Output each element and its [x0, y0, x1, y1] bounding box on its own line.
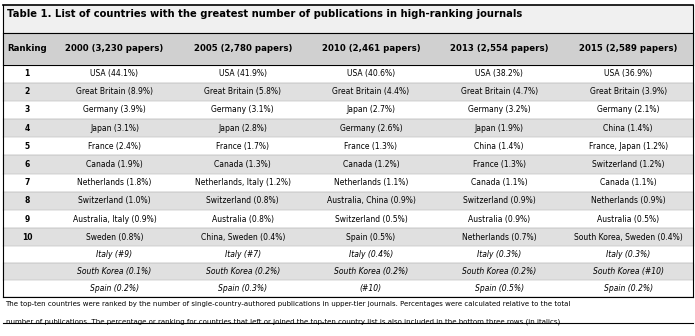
Text: USA (38.2%): USA (38.2%) [475, 69, 523, 78]
Text: The top-ten countries were ranked by the number of single-country-authored publi: The top-ten countries were ranked by the… [6, 301, 571, 307]
Text: Great Britain (8.9%): Great Britain (8.9%) [76, 87, 153, 96]
Text: Table 1. List of countries with the greatest number of publications in high-rank: Table 1. List of countries with the grea… [7, 9, 522, 19]
Text: Italy (#7): Italy (#7) [224, 250, 261, 259]
Text: 2013 (2,554 papers): 2013 (2,554 papers) [450, 44, 548, 53]
Text: Germany (3.9%): Germany (3.9%) [83, 106, 146, 115]
Bar [3, 174, 693, 192]
Text: Australia (0.9%): Australia (0.9%) [468, 215, 530, 223]
Text: Ranking: Ranking [7, 44, 47, 53]
Text: Netherlands, Italy (1.2%): Netherlands, Italy (1.2%) [195, 178, 291, 187]
Text: 2000 (3,230 papers): 2000 (3,230 papers) [65, 44, 163, 53]
Text: South Korea (0.2%): South Korea (0.2%) [206, 267, 280, 276]
Text: 1: 1 [24, 69, 30, 78]
Bar [3, 228, 693, 246]
Bar [3, 246, 693, 263]
Text: Canada (1.1%): Canada (1.1%) [600, 178, 656, 187]
Text: Italy (0.3%): Italy (0.3%) [477, 250, 521, 259]
Bar [3, 263, 693, 280]
Bar [3, 65, 693, 83]
Text: Great Britain (4.7%): Great Britain (4.7%) [461, 87, 538, 96]
Text: 2005 (2,780 papers): 2005 (2,780 papers) [193, 44, 292, 53]
Text: Spain (0.2%): Spain (0.2%) [90, 284, 139, 293]
Text: France, Japan (1.2%): France, Japan (1.2%) [589, 142, 668, 151]
Text: Sweden (0.8%): Sweden (0.8%) [85, 233, 143, 242]
Text: Australia (0.8%): Australia (0.8%) [212, 215, 274, 223]
Text: France (1.7%): France (1.7%) [216, 142, 269, 151]
Text: South Korea (#10): South Korea (#10) [593, 267, 664, 276]
Text: 2010 (2,461 papers): 2010 (2,461 papers) [322, 44, 420, 53]
Text: Canada (1.3%): Canada (1.3%) [214, 160, 271, 169]
Text: Italy (0.3%): Italy (0.3%) [606, 250, 651, 259]
Text: Canada (1.2%): Canada (1.2%) [343, 160, 399, 169]
Bar [3, 192, 693, 210]
Bar [3, 101, 693, 119]
Text: Germany (2.1%): Germany (2.1%) [597, 106, 660, 115]
Text: Germany (3.2%): Germany (3.2%) [468, 106, 530, 115]
Text: USA (41.9%): USA (41.9%) [219, 69, 267, 78]
Text: 9: 9 [24, 215, 30, 223]
Text: Netherlands (0.7%): Netherlands (0.7%) [462, 233, 537, 242]
Text: 7: 7 [24, 178, 30, 187]
Text: 2: 2 [24, 87, 30, 96]
Text: Spain (0.2%): Spain (0.2%) [603, 284, 653, 293]
Text: Great Britain (5.8%): Great Britain (5.8%) [204, 87, 281, 96]
Text: Switzerland (1.2%): Switzerland (1.2%) [592, 160, 664, 169]
Text: Australia, China (0.9%): Australia, China (0.9%) [327, 196, 416, 205]
Text: Switzerland (1.0%): Switzerland (1.0%) [78, 196, 151, 205]
Bar [3, 5, 693, 33]
Text: 3: 3 [24, 106, 30, 115]
Text: USA (44.1%): USA (44.1%) [90, 69, 138, 78]
Text: France (1.3%): France (1.3%) [473, 160, 525, 169]
Text: Japan (2.8%): Japan (2.8%) [218, 124, 267, 133]
Text: Australia, Italy (0.9%): Australia, Italy (0.9%) [72, 215, 156, 223]
Text: Germany (2.6%): Germany (2.6%) [340, 124, 402, 133]
Text: Germany (3.1%): Germany (3.1%) [211, 106, 274, 115]
Text: (#10): (#10) [360, 284, 382, 293]
Text: Great Britain (3.9%): Great Britain (3.9%) [589, 87, 667, 96]
Bar [3, 83, 693, 101]
Text: Spain (0.5%): Spain (0.5%) [346, 233, 395, 242]
Text: South Korea (0.1%): South Korea (0.1%) [77, 267, 152, 276]
Text: number of publications. The percentage or ranking for countries that left or joi: number of publications. The percentage o… [6, 319, 562, 325]
Text: Spain (0.3%): Spain (0.3%) [218, 284, 268, 293]
Text: Canada (1.9%): Canada (1.9%) [86, 160, 143, 169]
Text: Spain (0.5%): Spain (0.5%) [475, 284, 524, 293]
Text: Japan (3.1%): Japan (3.1%) [90, 124, 139, 133]
Text: 4: 4 [24, 124, 30, 133]
Text: Australia (0.5%): Australia (0.5%) [597, 215, 659, 223]
Text: Switzerland (0.9%): Switzerland (0.9%) [463, 196, 536, 205]
Text: South Korea (0.2%): South Korea (0.2%) [462, 267, 537, 276]
Text: China (1.4%): China (1.4%) [475, 142, 524, 151]
Bar [3, 280, 693, 297]
Text: Japan (1.9%): Japan (1.9%) [475, 124, 523, 133]
Text: South Korea, Sweden (0.4%): South Korea, Sweden (0.4%) [574, 233, 682, 242]
Text: Netherlands (1.1%): Netherlands (1.1%) [334, 178, 408, 187]
Text: USA (40.6%): USA (40.6%) [347, 69, 395, 78]
Text: Switzerland (0.5%): Switzerland (0.5%) [334, 215, 407, 223]
Text: China, Sweden (0.4%): China, Sweden (0.4%) [201, 233, 285, 242]
Text: China (1.4%): China (1.4%) [603, 124, 653, 133]
Bar [3, 119, 693, 137]
Text: France (1.3%): France (1.3%) [345, 142, 398, 151]
Text: 8: 8 [24, 196, 30, 205]
Text: Great Britain (4.4%): Great Britain (4.4%) [332, 87, 409, 96]
Text: USA (36.9%): USA (36.9%) [604, 69, 652, 78]
Text: Switzerland (0.8%): Switzerland (0.8%) [206, 196, 279, 205]
Text: 5: 5 [24, 142, 29, 151]
Text: 10: 10 [22, 233, 32, 242]
Text: 2015 (2,589 papers): 2015 (2,589 papers) [579, 44, 678, 53]
Text: Netherlands (0.9%): Netherlands (0.9%) [591, 196, 665, 205]
Bar [3, 156, 693, 174]
Text: Netherlands (1.8%): Netherlands (1.8%) [77, 178, 152, 187]
Text: France (2.4%): France (2.4%) [88, 142, 141, 151]
Text: Canada (1.1%): Canada (1.1%) [471, 178, 528, 187]
Bar [3, 137, 693, 156]
Text: Italy (0.4%): Italy (0.4%) [349, 250, 393, 259]
Text: 6: 6 [24, 160, 30, 169]
Text: South Korea (0.2%): South Korea (0.2%) [334, 267, 408, 276]
Text: Japan (2.7%): Japan (2.7%) [346, 106, 395, 115]
Text: Italy (#9): Italy (#9) [97, 250, 133, 259]
Bar [3, 210, 693, 228]
Bar [3, 33, 693, 65]
